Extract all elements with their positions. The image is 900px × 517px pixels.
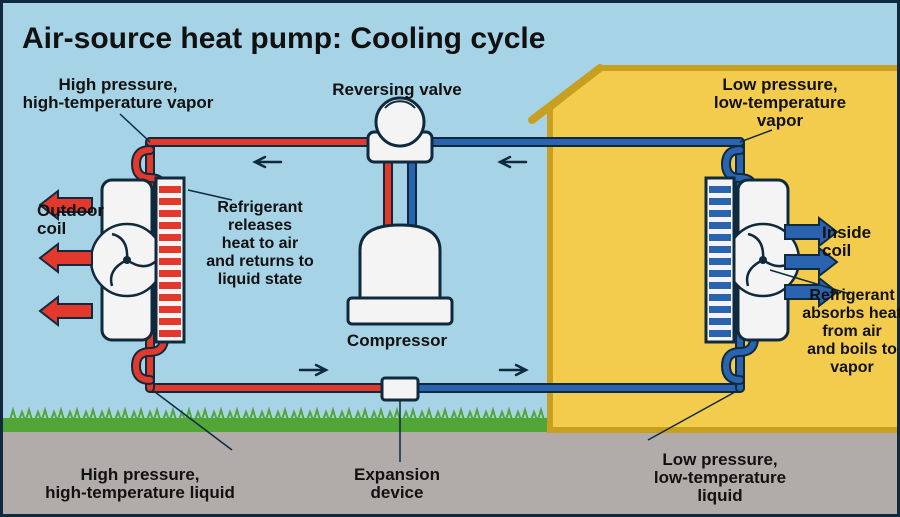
label-outdoor-coil: coil [37,219,66,238]
label-lp-liquid: Low pressure, [662,450,777,469]
label-refrigerant-absorb: from air [822,323,882,340]
diagram-stage: Air-source heat pump: Cooling cycle High … [0,0,900,517]
label-inside-coil: coil [822,241,851,260]
label-compressor: Compressor [347,331,448,350]
label-refrigerant-release: and returns to [206,253,314,270]
label-inside-coil: Inside [822,223,871,242]
diagram-svg: Air-source heat pump: Cooling cycle High … [0,0,900,517]
label-expansion-device: device [371,483,424,502]
label-hp-liquid: High pressure, [80,465,199,484]
label-reversing-valve: Reversing valve [332,80,461,99]
label-outdoor-coil: Outdoor [37,201,104,220]
label-refrigerant-release: heat to air [222,235,298,252]
expansion-device [382,378,418,400]
page-title: Air-source heat pump: Cooling cycle [22,22,545,55]
compressor-base [348,298,452,324]
label-refrigerant-absorb: absorbs heat [802,305,900,322]
label-refrigerant-release: liquid state [218,271,303,288]
label-lp-vapor: low-temperature [714,93,846,112]
label-lp-vapor: Low pressure, [722,75,837,94]
label-refrigerant-absorb: vapor [830,359,874,376]
label-hp-vapor: high-temperature vapor [23,93,214,112]
label-refrigerant-release: releases [228,217,292,234]
label-refrigerant-release: Refrigerant [217,199,303,216]
label-lp-vapor: vapor [757,111,804,130]
compressor-body [360,225,440,300]
label-lp-liquid: low-temperature [654,468,786,487]
label-hp-liquid: high-temperature liquid [45,483,235,502]
reversing-valve-cap [376,98,424,146]
label-refrigerant-absorb: and boils to [807,341,897,358]
label-hp-vapor: High pressure, [58,75,177,94]
outdoor-coil-unit [91,178,184,342]
label-lp-liquid: liquid [697,486,742,505]
label-refrigerant-absorb: Refrigerant [809,287,895,304]
label-expansion-device: Expansion [354,465,440,484]
